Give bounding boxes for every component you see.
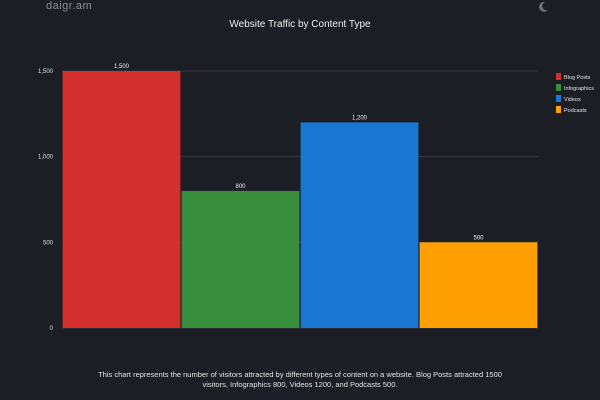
theme-toggle-button[interactable] bbox=[536, 0, 550, 12]
legend-swatch bbox=[556, 106, 561, 113]
legend-swatch bbox=[556, 95, 561, 102]
legend-item[interactable]: Infographics bbox=[556, 84, 594, 92]
bar-value-label: 500 bbox=[473, 235, 484, 241]
bar-value-label: 800 bbox=[235, 184, 246, 190]
chart-description: This chart represents the number of visi… bbox=[98, 370, 502, 389]
y-tick-label: 1,000 bbox=[38, 155, 54, 161]
brand-logo: daigr.am bbox=[46, 0, 93, 12]
y-tick-label: 0 bbox=[50, 326, 54, 332]
moon-icon bbox=[539, 1, 548, 12]
bar-infographics[interactable] bbox=[181, 190, 300, 328]
bar-podcasts[interactable] bbox=[419, 242, 538, 328]
legend-swatch bbox=[556, 73, 561, 80]
legend-label: Infographics bbox=[564, 86, 594, 92]
legend-label: Podcasts bbox=[564, 108, 587, 114]
legend-label: Videos bbox=[564, 97, 581, 103]
bar-value-label: 1,200 bbox=[352, 115, 368, 121]
legend-item[interactable]: Podcasts bbox=[556, 106, 587, 114]
bar-videos[interactable] bbox=[300, 122, 419, 329]
value-labels: 1,500 800 1,200 500 bbox=[114, 64, 484, 241]
bar-value-label: 1,500 bbox=[114, 64, 130, 70]
legend-item[interactable]: Blog Posts bbox=[556, 73, 591, 81]
legend-item[interactable]: Videos bbox=[556, 95, 581, 103]
y-tick-label: 500 bbox=[43, 240, 54, 246]
bar-blog-posts[interactable] bbox=[62, 71, 181, 328]
chart-title: Website Traffic by Content Type bbox=[229, 19, 371, 30]
y-axis-ticks: 0 500 1,000 1,500 bbox=[38, 69, 54, 332]
legend-swatch bbox=[556, 84, 561, 91]
y-tick-label: 1,500 bbox=[38, 69, 54, 75]
legend-label: Blog Posts bbox=[564, 75, 591, 81]
bars bbox=[62, 71, 538, 329]
legend: Blog Posts Infographics Videos Podcasts bbox=[556, 73, 594, 114]
